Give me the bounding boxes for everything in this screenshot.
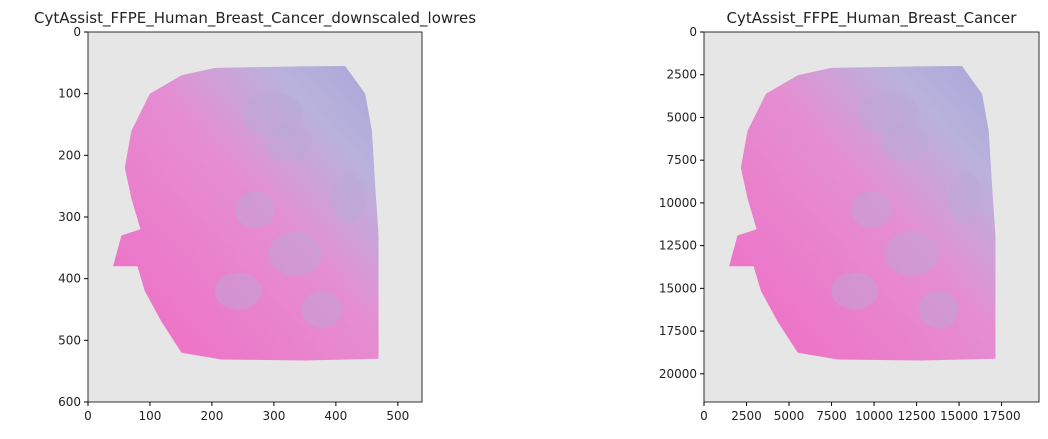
y-tick-label: 100 (58, 87, 81, 101)
tissue-region (858, 91, 919, 136)
y-tick-label: 500 (58, 333, 81, 347)
x-tick-label: 12500 (897, 409, 935, 423)
tissue-region (884, 231, 939, 277)
x-tick-label: 17500 (982, 409, 1020, 423)
x-tick-label: 15000 (940, 409, 978, 423)
y-tick-label: 7500 (666, 153, 697, 167)
y-tick-label: 400 (58, 272, 81, 286)
tissue-region (234, 191, 276, 229)
y-tick-label: 5000 (666, 110, 697, 124)
tissue-region (301, 291, 342, 328)
tissue-region (214, 272, 262, 310)
axes: CytAssist_FFPE_Human_Breast_Cancer 0 2500 5… (659, 9, 1040, 423)
y-tick-label: 15000 (659, 281, 697, 295)
x-tick-label: 500 (386, 409, 409, 423)
tissue-region (881, 124, 929, 162)
tissue-region (268, 231, 322, 277)
tissue-region (331, 172, 366, 225)
tissue-region (851, 191, 892, 229)
tissue-region (241, 91, 302, 136)
tissue-region (948, 172, 983, 225)
y-tick-label: 17500 (659, 324, 697, 338)
y-tick-label: 2500 (666, 68, 697, 82)
axes-frame (703, 31, 1040, 403)
x-tick-label: 7500 (816, 409, 847, 423)
tissue-region (265, 124, 312, 162)
x-tick-label: 2500 (731, 409, 762, 423)
chart-title: CytAssist_FFPE_Human_Breast_Cancer_downs… (34, 9, 476, 28)
tissue (729, 66, 996, 361)
x-tick-label: 400 (324, 409, 347, 423)
y-tick-label: 20000 (659, 367, 697, 381)
y-tick-label: 12500 (659, 239, 697, 253)
y-tick-label: 300 (58, 210, 81, 224)
tissue-region (831, 272, 879, 310)
x-tick-label: 0 (84, 409, 92, 423)
x-tick-label: 5000 (774, 409, 805, 423)
x-tick-label: 0 (700, 409, 708, 423)
axes: CytAssist_FFPE_Human_Breast_Cancer_downs… (34, 9, 476, 423)
x-tick-label: 100 (139, 409, 162, 423)
y-tick-label: 200 (58, 148, 81, 162)
x-tick-label: 300 (262, 409, 285, 423)
y-tick-label: 600 (58, 395, 81, 409)
y-tick-label: 10000 (659, 196, 697, 210)
y-tick-label: 0 (689, 25, 697, 39)
x-tick-label: 200 (200, 409, 223, 423)
chart-title: CytAssist_FFPE_Human_Breast_Cancer (727, 9, 1018, 28)
x-tick-label: 10000 (855, 409, 893, 423)
y-tick-label: 0 (73, 25, 81, 39)
tissue-region (918, 291, 959, 328)
tissue (113, 66, 379, 361)
